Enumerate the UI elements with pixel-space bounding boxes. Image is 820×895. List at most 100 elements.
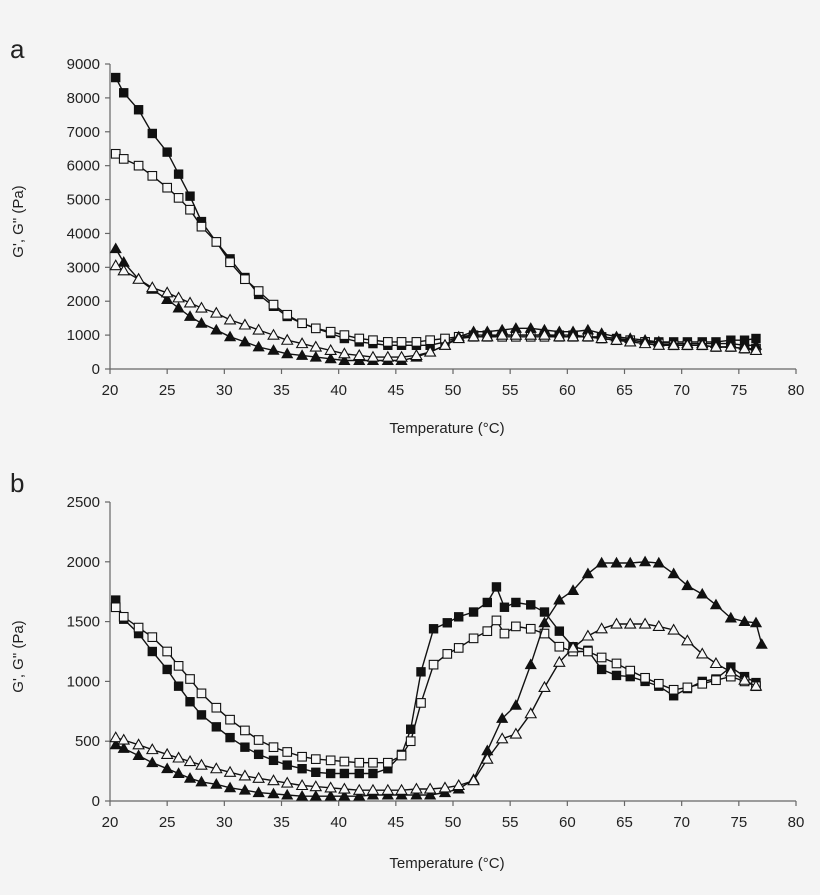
data-point	[172, 767, 185, 778]
x-tick-label: 60	[559, 382, 576, 399]
data-point	[423, 345, 437, 357]
data-point	[195, 775, 208, 787]
data-point	[172, 751, 185, 763]
y-tick-label: 4000	[67, 225, 100, 242]
data-point	[211, 722, 222, 732]
data-point	[416, 698, 426, 708]
series-g-prime-filled-triangle	[109, 555, 768, 801]
series-line	[115, 561, 763, 797]
data-point	[711, 675, 721, 686]
data-point	[324, 790, 337, 801]
data-point	[482, 597, 493, 608]
data-point	[145, 281, 159, 293]
data-point	[324, 352, 337, 364]
x-tick-label: 70	[673, 382, 690, 399]
data-point	[339, 756, 350, 767]
series-line	[115, 77, 757, 346]
data-point	[162, 646, 173, 657]
data-point	[539, 628, 550, 639]
data-point	[195, 301, 208, 313]
data-point	[405, 724, 416, 734]
data-point	[110, 148, 121, 159]
data-point	[310, 754, 321, 764]
x-tick-label: 45	[387, 382, 404, 399]
panel-label-a: a	[10, 34, 25, 64]
x-axis-title: Temperature (°C)	[389, 855, 504, 872]
data-point	[118, 611, 129, 622]
data-point	[117, 742, 130, 753]
x-tick-label: 55	[502, 382, 519, 399]
data-point	[453, 643, 464, 653]
data-point	[240, 274, 250, 285]
data-point	[624, 556, 637, 568]
data-point	[282, 747, 293, 757]
data-point	[495, 328, 509, 340]
data-point	[354, 333, 365, 344]
data-point	[452, 778, 466, 791]
data-point	[428, 624, 439, 634]
y-tick-label: 6000	[67, 158, 100, 175]
data-point	[652, 619, 666, 631]
data-point	[225, 732, 235, 743]
data-point	[709, 340, 723, 352]
data-point	[297, 318, 307, 329]
data-point	[381, 783, 395, 795]
y-tick-label: 2000	[67, 293, 100, 310]
data-point	[311, 767, 321, 777]
data-point	[480, 330, 494, 342]
data-point	[495, 732, 509, 744]
data-point	[442, 649, 453, 659]
data-point	[539, 607, 550, 617]
data-point	[109, 259, 123, 271]
data-point	[554, 641, 565, 652]
data-point	[738, 615, 751, 627]
data-point	[252, 771, 265, 783]
x-tick-label: 30	[216, 382, 233, 399]
data-point	[554, 626, 565, 636]
data-point	[132, 749, 145, 761]
data-point	[697, 678, 708, 689]
data-point	[297, 751, 307, 762]
data-point	[681, 579, 694, 591]
data-point	[133, 622, 144, 633]
data-point	[581, 330, 595, 342]
data-point	[491, 582, 502, 592]
data-point	[352, 783, 366, 795]
data-point	[581, 629, 595, 641]
data-point	[755, 638, 768, 649]
data-point	[297, 764, 307, 774]
data-point	[209, 306, 223, 318]
data-point	[309, 340, 323, 352]
data-point	[185, 697, 195, 707]
x-tick-label: 20	[102, 382, 119, 399]
data-point	[240, 742, 250, 752]
series-g-double-prime-open-square	[110, 148, 761, 354]
data-point	[267, 344, 280, 355]
data-point	[210, 323, 223, 335]
x-tick-label: 35	[273, 382, 290, 399]
data-point	[438, 338, 452, 350]
x-tick-label: 50	[445, 814, 462, 831]
x-tick-label: 40	[330, 382, 347, 399]
data-point	[410, 788, 423, 800]
chart-panel-a: 0 1000 2000 3000 4000 5000 6000 7000 8000 9000 20 2…	[10, 56, 804, 437]
data-point	[623, 335, 637, 347]
data-point	[467, 330, 480, 342]
x-tick-label: 35	[273, 814, 290, 831]
data-point	[172, 301, 185, 313]
data-point	[695, 338, 709, 350]
data-point	[309, 350, 322, 362]
data-point	[396, 750, 407, 761]
data-point	[625, 665, 636, 676]
y-axis-title: G', G" (Pa)	[10, 185, 27, 257]
data-point	[223, 765, 237, 777]
data-point	[524, 658, 537, 670]
data-point	[491, 615, 502, 626]
data-point	[109, 731, 123, 743]
data-point	[468, 633, 479, 644]
data-point	[553, 593, 566, 605]
data-point	[524, 707, 538, 719]
data-point	[667, 567, 680, 579]
data-point	[467, 774, 480, 786]
data-point	[354, 768, 364, 779]
